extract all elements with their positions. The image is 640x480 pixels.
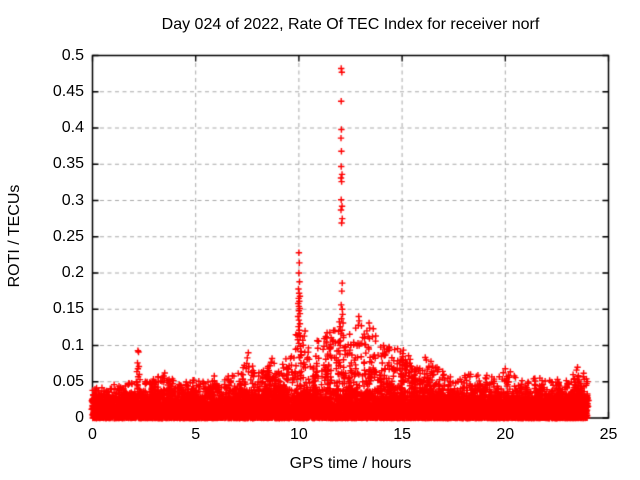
x-tick-label: 20 [496, 426, 515, 443]
x-axis-label: GPS time / hours [289, 455, 412, 472]
y-tick-label: 0 [75, 409, 84, 426]
x-tick-label: 15 [393, 426, 411, 443]
x-tick-label: 5 [191, 426, 201, 443]
y-tick-label: 0.45 [52, 82, 84, 100]
y-tick-label: 0.1 [61, 336, 84, 354]
y-tick-label: 0.35 [52, 155, 84, 173]
y-tick-label: 0.15 [52, 300, 84, 318]
x-tick-label: 0 [88, 426, 97, 443]
y-tick-label: 0.3 [61, 191, 84, 209]
y-tick-label: 0.5 [61, 46, 84, 64]
y-axis-label: ROTI / TECUs [6, 184, 23, 288]
y-tick-label: 0.4 [61, 119, 84, 136]
y-tick-label: 0.05 [52, 372, 84, 390]
y-tick-label: 0.25 [52, 227, 84, 245]
chart-title: Day 024 of 2022, Rate Of TEC Index for r… [161, 16, 540, 33]
y-tick-label: 0.2 [61, 264, 84, 281]
x-tick-label: 10 [289, 426, 308, 443]
x-tick-label: 25 [599, 426, 618, 443]
